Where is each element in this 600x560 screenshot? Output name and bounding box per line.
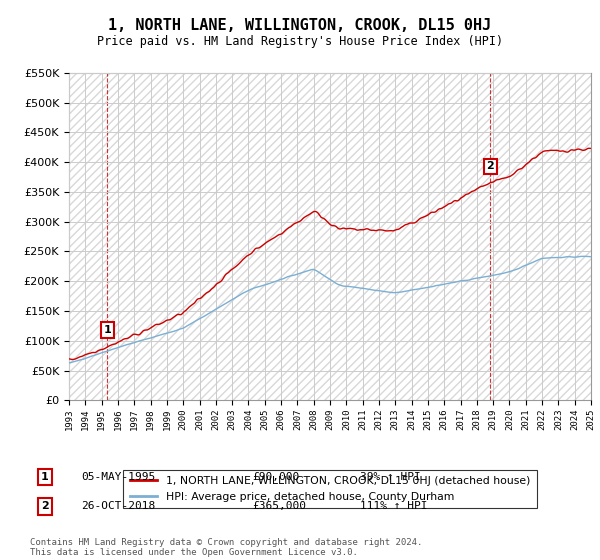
Text: 39% ↑ HPI: 39% ↑ HPI bbox=[360, 472, 421, 482]
Text: 2: 2 bbox=[41, 501, 49, 511]
Text: £365,000: £365,000 bbox=[252, 501, 306, 511]
Text: £90,000: £90,000 bbox=[252, 472, 299, 482]
Text: Contains HM Land Registry data © Crown copyright and database right 2024.
This d: Contains HM Land Registry data © Crown c… bbox=[30, 538, 422, 557]
Text: 05-MAY-1995: 05-MAY-1995 bbox=[81, 472, 155, 482]
Text: 111% ↑ HPI: 111% ↑ HPI bbox=[360, 501, 427, 511]
Text: 1: 1 bbox=[103, 325, 111, 335]
Text: 26-OCT-2018: 26-OCT-2018 bbox=[81, 501, 155, 511]
Legend: 1, NORTH LANE, WILLINGTON, CROOK, DL15 0HJ (detached house), HPI: Average price,: 1, NORTH LANE, WILLINGTON, CROOK, DL15 0… bbox=[124, 470, 536, 508]
Text: Price paid vs. HM Land Registry's House Price Index (HPI): Price paid vs. HM Land Registry's House … bbox=[97, 35, 503, 49]
Text: 1: 1 bbox=[41, 472, 49, 482]
Text: 1, NORTH LANE, WILLINGTON, CROOK, DL15 0HJ: 1, NORTH LANE, WILLINGTON, CROOK, DL15 0… bbox=[109, 18, 491, 32]
Text: 2: 2 bbox=[487, 161, 494, 171]
